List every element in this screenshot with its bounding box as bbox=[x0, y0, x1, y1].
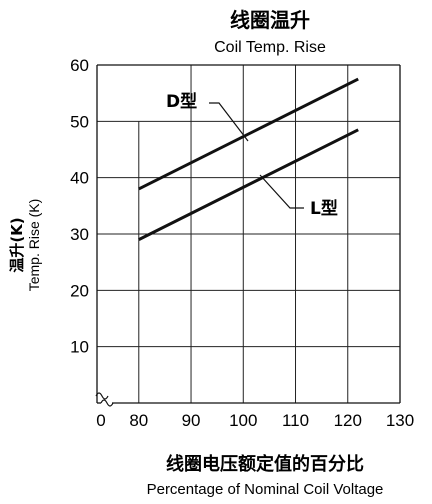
series-line-1 bbox=[138, 128, 359, 241]
grid bbox=[97, 65, 401, 403]
x-axis-label-cn: 线圈电压额定值的百分比 bbox=[166, 453, 364, 475]
x-tick-label-80: 80 bbox=[129, 411, 148, 430]
series-label-0: D型 bbox=[166, 91, 197, 112]
y-tick-label-60: 60 bbox=[70, 56, 89, 75]
y-axis-label: 温升(K) Temp. Rise (K) bbox=[8, 199, 42, 292]
x-tick-label-110: 110 bbox=[282, 411, 309, 430]
series-label-1: L型 bbox=[310, 198, 338, 219]
x-tick-label-120: 120 bbox=[334, 411, 362, 430]
x-tick-label-90: 90 bbox=[182, 411, 201, 430]
axis-break-mark-2 bbox=[100, 399, 114, 407]
series-leader-0 bbox=[209, 102, 249, 142]
y-tick-label-40: 40 bbox=[70, 169, 89, 188]
axis-break-mark-1 bbox=[95, 392, 109, 400]
axes bbox=[95, 64, 401, 407]
tick-labels: 0 80 90 100 110 120 130 10 20 30 40 50 60 bbox=[70, 56, 414, 430]
chart-subtitle: Coil Temp. Rise bbox=[214, 39, 326, 56]
chart-title: 线圈温升 bbox=[230, 8, 310, 32]
x-tick-label-100: 100 bbox=[229, 411, 257, 430]
x-tick-label-130: 130 bbox=[386, 411, 414, 430]
series-line-0 bbox=[138, 77, 359, 191]
y-tick-label-20: 20 bbox=[70, 281, 89, 300]
y-tick-label-10: 10 bbox=[70, 338, 89, 357]
y-tick-label-50: 50 bbox=[70, 112, 89, 131]
series bbox=[138, 77, 359, 241]
x-tick-label-0: 0 bbox=[96, 411, 105, 430]
series-leader-1 bbox=[259, 174, 304, 209]
y-tick-label-30: 30 bbox=[70, 225, 89, 244]
y-axis-label-cn: 温升(K) bbox=[8, 217, 26, 272]
series-annotations: D型 L型 bbox=[166, 91, 338, 219]
x-axis-label-en: Percentage of Nominal Coil Voltage bbox=[147, 481, 384, 498]
y-axis-label-en: Temp. Rise (K) bbox=[26, 199, 42, 292]
